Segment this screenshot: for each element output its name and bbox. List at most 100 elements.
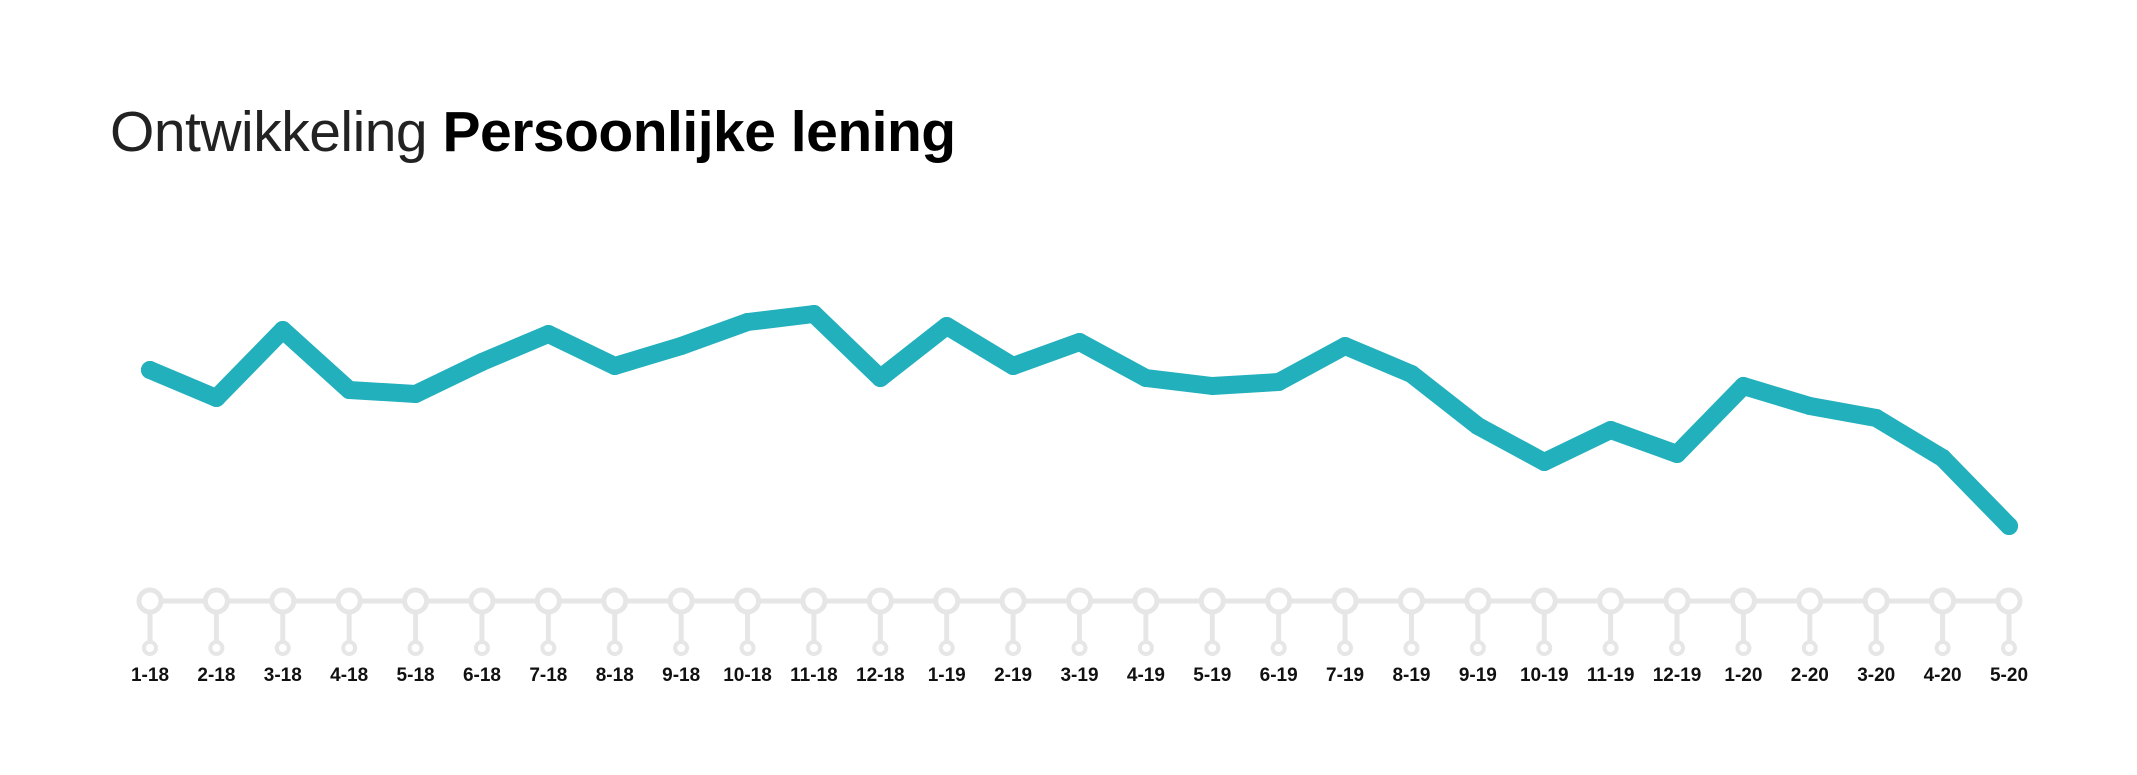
chart-title-bold: Persoonlijke lening bbox=[442, 100, 956, 164]
data-point bbox=[207, 389, 226, 407]
timeline-stem-end bbox=[1270, 640, 1287, 656]
timeline-node bbox=[534, 587, 562, 615]
timeline-node bbox=[1265, 587, 1293, 615]
timeline-node bbox=[1597, 587, 1625, 615]
x-tick-label: 6-19 bbox=[1260, 665, 1298, 686]
series-line-layer bbox=[141, 305, 2018, 535]
x-tick-label: 3-18 bbox=[264, 665, 302, 686]
data-point bbox=[1734, 377, 1753, 395]
timeline-node bbox=[269, 587, 297, 615]
x-tick-label: 2-18 bbox=[197, 665, 235, 686]
x-tick-label: 11-18 bbox=[790, 665, 838, 686]
timeline-node bbox=[1066, 587, 1093, 615]
x-tick-label: 7-18 bbox=[529, 665, 567, 686]
timeline-stem-end bbox=[142, 640, 158, 656]
x-tick-label: 5-18 bbox=[397, 665, 435, 686]
timeline-node bbox=[1729, 587, 1757, 615]
timeline-stem-end bbox=[1403, 640, 1420, 656]
data-point bbox=[937, 317, 956, 335]
data-point bbox=[1136, 369, 1155, 387]
data-point bbox=[472, 353, 491, 371]
timeline-node bbox=[1862, 587, 1890, 615]
timeline-stem-end bbox=[1204, 640, 1221, 656]
data-point bbox=[672, 337, 691, 355]
timeline-node bbox=[999, 587, 1027, 615]
data-point bbox=[1468, 417, 1487, 435]
timeline-stem-end bbox=[1868, 640, 1885, 656]
timeline-node bbox=[202, 587, 230, 615]
x-tick-label: 2-20 bbox=[1791, 665, 1829, 686]
data-point bbox=[1402, 365, 1421, 383]
timeline-node bbox=[1331, 587, 1359, 615]
timeline-stem-end bbox=[208, 640, 225, 656]
x-tick-label: 4-19 bbox=[1127, 665, 1165, 686]
timeline-node bbox=[1796, 587, 1824, 615]
x-tick-label: 5-19 bbox=[1193, 665, 1231, 686]
data-point bbox=[1269, 373, 1288, 391]
x-tick-label: 2-19 bbox=[994, 665, 1032, 686]
timeline-stem-end bbox=[407, 640, 424, 656]
timeline-stem-end bbox=[540, 640, 557, 656]
timeline-node bbox=[402, 587, 430, 615]
data-point bbox=[605, 357, 624, 375]
timeline-node bbox=[667, 587, 695, 615]
timeline-stem-end bbox=[805, 640, 822, 656]
data-point bbox=[1535, 453, 1554, 471]
timeline-node bbox=[1530, 587, 1558, 615]
data-point bbox=[1668, 445, 1687, 463]
x-tick-labels: 1-18 2-18 3-18 4-18 5-18 6-18 7-18 8-18 9-18 10-1… bbox=[131, 665, 2028, 686]
timeline-stem-end bbox=[473, 640, 490, 656]
data-point bbox=[340, 381, 359, 399]
timeline-stem-end bbox=[1536, 640, 1553, 656]
x-tick-label: 8-19 bbox=[1392, 665, 1430, 686]
timeline-stem-end bbox=[1735, 640, 1752, 656]
x-tick-label: 5-20 bbox=[1990, 665, 2028, 686]
data-point bbox=[2000, 517, 2018, 535]
timeline-stem-end bbox=[2001, 640, 2017, 656]
timeline-node bbox=[1464, 587, 1492, 615]
timeline-node bbox=[800, 587, 828, 615]
x-tick-label: 12-18 bbox=[856, 665, 905, 686]
timeline-stem-end bbox=[1801, 640, 1818, 656]
timeline-stem-end bbox=[1071, 640, 1088, 656]
timeline-stem-end bbox=[341, 640, 358, 656]
chart-title-light: Ontwikkeling bbox=[110, 100, 428, 164]
data-point bbox=[1203, 377, 1222, 395]
x-tick-label: 9-19 bbox=[1459, 665, 1497, 686]
data-point bbox=[539, 325, 558, 343]
timeline-stem-end bbox=[1602, 640, 1619, 656]
x-tick-label: 6-18 bbox=[463, 665, 501, 686]
timeline-stem-end bbox=[1669, 640, 1686, 656]
x-tick-label: 10-18 bbox=[723, 665, 772, 686]
timeline-node bbox=[335, 587, 363, 615]
timeline-stem-end bbox=[673, 640, 690, 656]
data-point bbox=[871, 369, 890, 387]
data-point bbox=[1800, 397, 1819, 415]
timeline-stem-end bbox=[1934, 640, 1951, 656]
timeline-stem-end bbox=[1337, 640, 1354, 656]
data-point bbox=[273, 321, 292, 339]
timeline-stem-end bbox=[1137, 640, 1154, 656]
data-point bbox=[1004, 357, 1023, 375]
data-point bbox=[738, 313, 757, 331]
timeline-stem-end bbox=[1005, 640, 1022, 656]
timeline-node bbox=[601, 587, 629, 615]
timeline-node bbox=[933, 587, 961, 615]
data-point bbox=[1601, 421, 1620, 439]
timeline-node bbox=[1929, 587, 1957, 615]
data-point bbox=[141, 361, 159, 379]
x-tick-label: 3-19 bbox=[1060, 665, 1098, 686]
timeline-node bbox=[1132, 587, 1160, 615]
x-tick-label: 11-19 bbox=[1587, 665, 1635, 686]
timeline-node bbox=[1995, 587, 2023, 615]
data-point bbox=[406, 385, 425, 403]
timeline bbox=[136, 587, 2023, 656]
timeline-stem-end bbox=[606, 640, 623, 656]
x-tick-label: 4-18 bbox=[330, 665, 368, 686]
timeline-node bbox=[1397, 587, 1425, 615]
timeline-stem-end bbox=[872, 640, 889, 656]
x-tick-label: 3-20 bbox=[1857, 665, 1895, 686]
timeline-node bbox=[136, 587, 164, 615]
data-point bbox=[1070, 333, 1089, 351]
